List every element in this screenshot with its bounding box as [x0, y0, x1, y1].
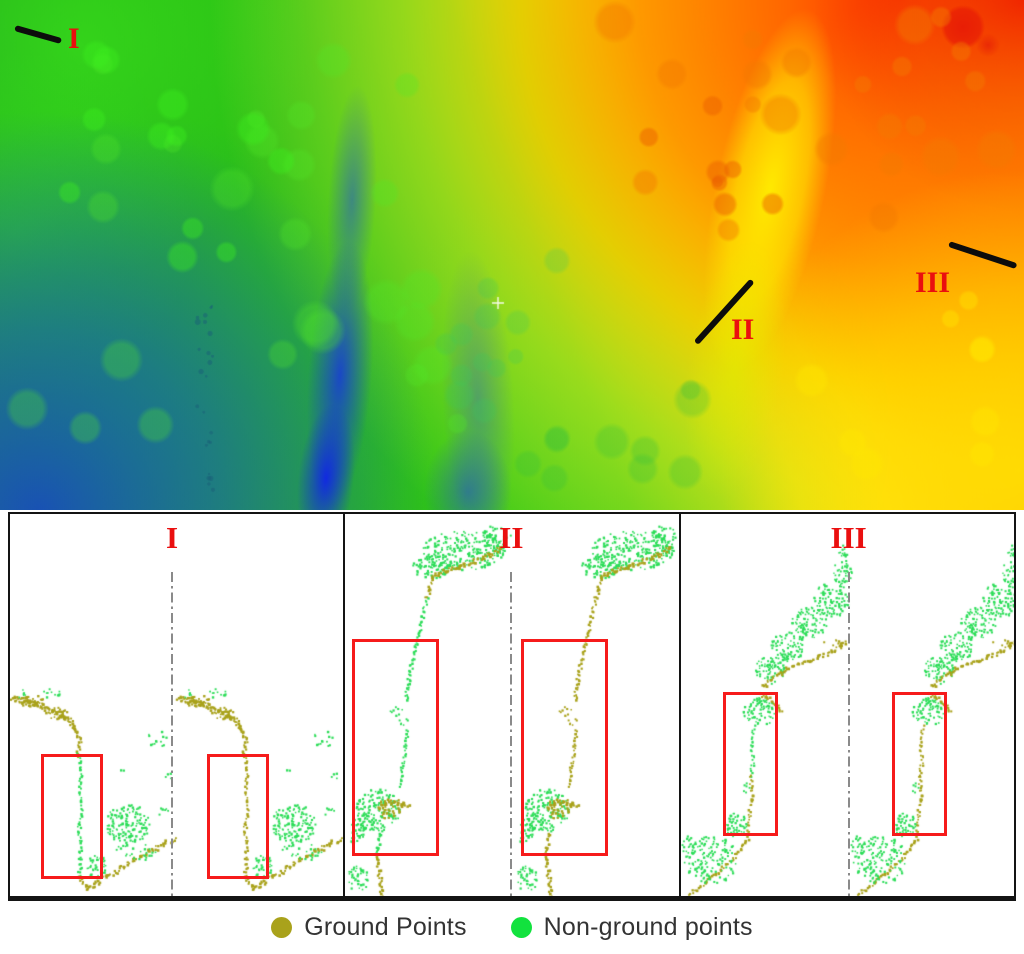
profile-panel-II: II [343, 514, 679, 896]
panel-divider-II [510, 572, 513, 896]
highlight-box-left-III [722, 692, 778, 836]
non-ground-points-dot-icon [510, 917, 532, 938]
panel-divider-III [847, 572, 850, 896]
panel-label-I: I [165, 520, 179, 555]
panel-label-II: II [499, 520, 524, 555]
cross-section-strip: I II III [8, 512, 1016, 901]
highlight-box-left-II [352, 639, 440, 856]
legend: Ground Points Non-ground points [0, 901, 1024, 954]
profile-panel-III: III [678, 514, 1014, 896]
transect-label-III: III [915, 266, 951, 299]
dem-map: I II III [0, 0, 1024, 510]
transect-label-II: II [731, 313, 755, 346]
ground-points-dot-icon [271, 917, 293, 938]
profile-panel-I: I [10, 514, 343, 896]
dem-map-canvas [0, 0, 1024, 510]
highlight-box-right-II [521, 639, 609, 856]
legend-item-1: Non-ground points [510, 913, 753, 942]
panel-label-III: III [830, 520, 867, 555]
legend-label-0: Ground Points [304, 913, 467, 941]
legend-item-0: Ground Points [271, 913, 466, 942]
highlight-box-right-III [891, 692, 947, 836]
profile-canvas-III [680, 514, 1014, 896]
legend-label-1: Non-ground points [543, 913, 753, 941]
panel-divider-I [171, 572, 173, 896]
highlight-box-right-I [207, 754, 269, 879]
highlight-box-left-I [41, 754, 103, 879]
transect-label-I: I [68, 22, 80, 55]
profile-canvas-I [10, 514, 343, 896]
